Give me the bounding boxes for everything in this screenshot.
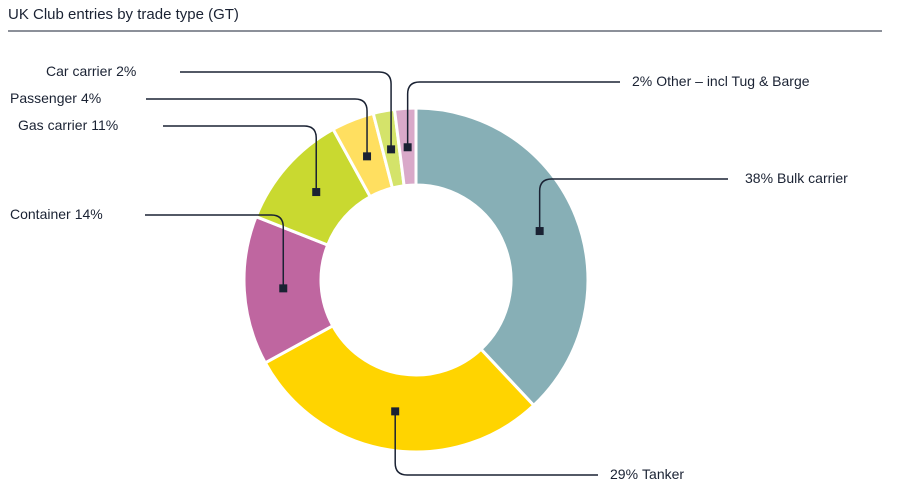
slice-label: Gas carrier 11%: [18, 117, 118, 133]
leader-line: [538, 178, 728, 232]
leader-marker: [387, 145, 396, 154]
leader-line: [145, 214, 285, 289]
label-name: Bulk carrier: [777, 170, 848, 186]
label-name: Container: [10, 206, 71, 222]
slice-label: Passenger 4%: [10, 90, 101, 106]
slice-label: 38% Bulk carrier: [745, 170, 848, 186]
leader-line: [394, 411, 598, 476]
leader-marker: [312, 188, 321, 197]
data-label: 2%: [632, 73, 652, 89]
slice-label: Car carrier 2%: [46, 63, 136, 79]
leader-line: [180, 71, 392, 150]
chart-title: UK Club entries by trade type (GT): [8, 6, 239, 23]
data-label: 4%: [81, 90, 101, 106]
leader-line: [406, 81, 620, 148]
leader-marker: [391, 407, 400, 416]
data-label: 2%: [116, 63, 136, 79]
label-name: Car carrier: [46, 63, 112, 79]
label-name: Gas carrier: [18, 117, 88, 133]
data-label: 29%: [610, 466, 638, 482]
data-label: 11%: [91, 117, 118, 133]
donut-slice: [263, 323, 536, 454]
slice-label: 29% Tanker: [610, 466, 684, 482]
label-name: Passenger: [10, 90, 77, 106]
leader-marker: [403, 143, 412, 152]
label-name: Other – incl Tug & Barge: [656, 73, 810, 89]
leader-marker: [279, 284, 288, 293]
data-label: 14%: [75, 206, 103, 222]
leader-line: [163, 125, 317, 193]
data-label: 38%: [745, 170, 773, 186]
leader-marker: [363, 152, 372, 161]
donut-slice: [414, 106, 590, 408]
slice-label: 2% Other – incl Tug & Barge: [632, 73, 810, 89]
label-name: Tanker: [642, 466, 684, 482]
leader-line: [146, 98, 368, 157]
leader-marker: [535, 227, 544, 236]
slice-label: Container 14%: [10, 206, 103, 222]
